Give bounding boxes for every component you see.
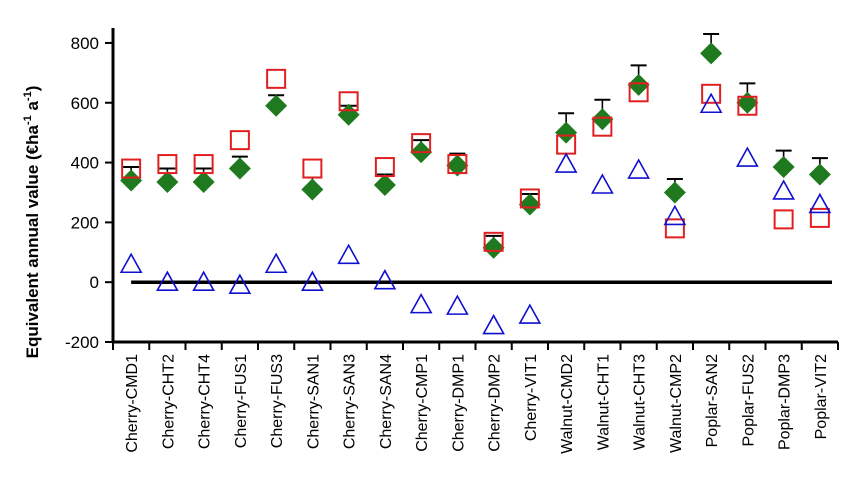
data-point-diamond bbox=[555, 121, 578, 144]
x-category-label: Cherry-CHT4 bbox=[197, 354, 214, 449]
y-axis-title: Equivalent annual value (€ha-1 a-1) bbox=[22, 86, 42, 359]
data-point-diamond bbox=[518, 193, 541, 216]
y-axis-title-text: Equivalent annual value bbox=[23, 165, 42, 359]
data-point-triangle bbox=[736, 146, 759, 167]
data-point-triangle bbox=[301, 270, 324, 291]
x-category-label: Poplar-FUS2 bbox=[740, 354, 757, 447]
data-point-diamond bbox=[265, 94, 288, 117]
data-point-triangle bbox=[264, 252, 288, 274]
data-point-triangle bbox=[808, 192, 832, 214]
data-point-square bbox=[157, 154, 178, 175]
data-point-square bbox=[701, 83, 722, 104]
y-tick-label: 600 bbox=[71, 94, 99, 113]
data-point-square bbox=[121, 158, 142, 179]
data-point-diamond bbox=[373, 174, 396, 196]
x-category-label: Poplar-DMP3 bbox=[777, 354, 794, 450]
data-point-triangle bbox=[554, 152, 578, 173]
x-category-label: Poplar-SAN2 bbox=[704, 354, 721, 447]
data-point-diamond bbox=[627, 73, 650, 96]
x-category-label: Walnut-CMD2 bbox=[559, 354, 576, 454]
data-point-square bbox=[374, 157, 395, 178]
y-axis-title-exp2: -1 bbox=[22, 91, 34, 101]
data-point-triangle bbox=[663, 204, 687, 226]
x-category-label: Walnut-CHT3 bbox=[632, 354, 649, 450]
data-point-diamond bbox=[700, 42, 723, 65]
x-category-label: Cherry-CMP1 bbox=[414, 354, 431, 452]
data-point-square bbox=[592, 116, 613, 137]
data-point-diamond bbox=[228, 157, 251, 180]
data-point-triangle bbox=[482, 313, 505, 335]
data-point-diamond bbox=[808, 163, 831, 186]
y-tick-label: 800 bbox=[71, 34, 99, 53]
data-point-triangle bbox=[591, 173, 614, 194]
x-category-label: Cherry-SAN4 bbox=[378, 354, 395, 449]
y-tick-label: 0 bbox=[90, 273, 99, 292]
data-point-square bbox=[447, 154, 468, 175]
data-point-square bbox=[338, 91, 359, 112]
y-axis-title-unit: (€ha bbox=[23, 124, 42, 160]
y-tick-label: 400 bbox=[71, 154, 99, 173]
data-point-square bbox=[773, 209, 794, 230]
data-point-diamond bbox=[337, 103, 360, 126]
data-point-square bbox=[193, 154, 214, 175]
x-category-label: Cherry-SAN3 bbox=[342, 354, 359, 449]
y-tick-label: 200 bbox=[71, 213, 99, 232]
data-point-diamond bbox=[482, 236, 505, 259]
data-point-triangle bbox=[228, 273, 252, 294]
data-point-triangle bbox=[699, 92, 723, 114]
x-category-label: Poplar-VIT2 bbox=[813, 354, 830, 439]
data-point-square bbox=[266, 68, 287, 89]
x-category-label: Cherry-SAN1 bbox=[305, 354, 322, 449]
data-point-square bbox=[664, 218, 685, 239]
data-point-square bbox=[411, 133, 432, 154]
x-category-label: Cherry-VIT1 bbox=[523, 354, 540, 441]
data-point-square bbox=[809, 207, 830, 228]
data-point-square bbox=[302, 158, 323, 179]
data-point-triangle bbox=[156, 270, 179, 291]
data-point-triangle bbox=[337, 243, 360, 265]
data-point-diamond bbox=[446, 154, 469, 177]
data-point-diamond bbox=[736, 91, 759, 114]
data-point-triangle bbox=[192, 270, 215, 291]
y-axis-title-mid: a bbox=[23, 101, 42, 116]
data-point-triangle bbox=[627, 158, 650, 179]
data-point-square bbox=[483, 231, 504, 252]
x-category-label: Cherry-DMP1 bbox=[450, 354, 467, 452]
data-point-square bbox=[737, 95, 758, 116]
data-point-diamond bbox=[301, 178, 324, 201]
y-tick-label: -200 bbox=[65, 333, 99, 352]
x-category-label: Cherry-CMD1 bbox=[124, 354, 141, 453]
data-point-square bbox=[628, 82, 649, 103]
x-category-label: Cherry-FUS3 bbox=[269, 354, 286, 448]
data-point-diamond bbox=[772, 156, 795, 179]
data-point-triangle bbox=[518, 303, 542, 324]
y-axis-title-suffix: ) bbox=[23, 86, 42, 92]
data-point-triangle bbox=[409, 292, 433, 314]
data-point-diamond bbox=[663, 181, 686, 204]
data-point-triangle bbox=[119, 252, 143, 274]
data-point-diamond bbox=[591, 108, 614, 131]
data-point-diamond bbox=[120, 169, 143, 192]
y-axis-title-exp1: -1 bbox=[22, 115, 34, 125]
x-category-label: Cherry-CHT2 bbox=[160, 354, 177, 449]
data-point-square bbox=[519, 188, 540, 209]
data-point-square bbox=[229, 130, 250, 151]
data-point-triangle bbox=[446, 294, 469, 315]
data-point-diamond bbox=[192, 171, 215, 194]
data-point-diamond bbox=[156, 171, 179, 194]
data-point-triangle bbox=[772, 179, 795, 200]
x-category-label: Cherry-DMP2 bbox=[487, 354, 504, 452]
x-category-label: Walnut-CMP2 bbox=[668, 354, 685, 453]
x-category-label: Walnut-CHT1 bbox=[595, 354, 612, 450]
data-point-triangle bbox=[373, 269, 397, 290]
x-category-label: Cherry-FUS1 bbox=[233, 354, 250, 448]
